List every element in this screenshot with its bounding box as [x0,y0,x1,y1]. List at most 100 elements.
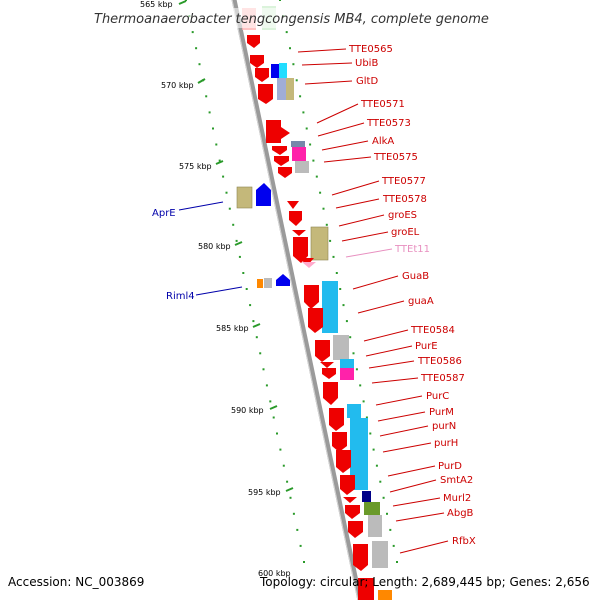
gene-purH[interactable] [336,450,351,473]
gene-label[interactable]: PurD [438,461,462,472]
gene-label[interactable]: Murl2 [443,493,471,504]
gene-purH-cyan[interactable] [350,418,368,490]
scale-dot [299,544,302,547]
gene-riml4[interactable] [276,274,290,286]
gene-label[interactable]: purH [434,438,458,449]
gene-gltD-cyan[interactable] [279,63,287,78]
leader-line [345,248,393,258]
gene-purC[interactable] [323,382,338,405]
kbp-label-595: 595 kbp [248,488,281,497]
gene-groEL[interactable] [293,237,308,263]
gene-label[interactable]: SmtA2 [440,475,473,486]
gene-tte0586[interactable] [322,368,336,379]
gene-alkA-gray[interactable] [295,161,309,173]
gene-groES[interactable] [292,230,306,236]
gene-ubiB-b[interactable] [255,68,269,82]
gene-label[interactable]: AlkA [372,136,394,147]
gene-label[interactable]: GltD [356,76,378,87]
scale-dot [302,111,305,114]
gene-label[interactable]: groES [388,210,417,221]
gene-label[interactable]: TTE0578 [382,194,427,205]
gene-smtA2-red[interactable] [343,497,357,503]
gene-purE[interactable] [320,362,334,368]
leader-line [341,231,389,242]
gene-label[interactable]: PurE [415,341,438,352]
gene-tte0565[interactable] [247,35,260,48]
gene-label[interactable]: TTE0584 [410,325,455,336]
gene-tte0573-a[interactable] [272,146,287,155]
leader-line [375,395,423,406]
gene-label[interactable]: PurM [429,407,454,418]
gene-murl2[interactable] [364,502,380,515]
gene-gltD-blue[interactable] [271,64,279,78]
gene-label[interactable]: PurC [426,391,449,402]
gene-tte0577[interactable] [287,201,299,209]
gene-guaA[interactable] [308,308,323,333]
gene-aprE[interactable] [256,183,271,206]
gene-purD[interactable] [340,475,355,495]
gene-tte0575[interactable] [278,167,292,178]
leader-line [387,465,436,477]
gene-rfbX-gray[interactable] [372,541,388,568]
gene-label[interactable]: TTE0575 [373,152,418,163]
gene-label[interactable]: TTE0586 [417,356,462,367]
gene-label[interactable]: UbiB [355,58,378,69]
gene-riml4-b[interactable] [264,278,272,288]
gene-abgB[interactable] [348,521,363,538]
gene-purN[interactable] [332,432,347,452]
gene-tte0571[interactable] [266,120,290,143]
gene-label[interactable]: purN [432,421,456,432]
gene-ttet11[interactable] [302,262,316,268]
gene-riml4-a[interactable] [257,279,263,288]
gene-label[interactable]: TTE0577 [381,176,426,187]
gene-label[interactable]: TTE0571 [360,99,405,110]
gene-murl2-red[interactable] [345,505,360,519]
gene-tte0584[interactable] [315,340,330,362]
leader-line [321,140,369,151]
leader-line [389,479,437,493]
gene-alkA-a[interactable] [291,141,305,147]
gene-tte0578[interactable] [289,211,302,226]
gene-label[interactable]: TTE0565 [348,44,393,55]
gene-rfbX[interactable] [353,544,368,571]
scale-dot [382,496,385,499]
scale-dot [315,175,318,178]
gene-label[interactable]: groEL [391,227,420,238]
gene-smtA2[interactable] [362,491,371,502]
gene-guaB-cyan[interactable] [322,281,338,333]
gene-label[interactable]: guaA [408,296,434,307]
gene-ubiB-a[interactable] [250,55,264,68]
gene-purM[interactable] [329,408,344,431]
gene-abgB-gray[interactable] [368,515,382,537]
scale-dot [212,127,214,130]
scale-dot [232,223,235,226]
kbp-label-585: 585 kbp [216,324,249,333]
scale-dot [365,416,368,419]
gene-bottom-orange[interactable] [378,590,392,600]
gene-guaB[interactable] [304,285,319,309]
gene-label[interactable]: TTEt11 [394,244,430,255]
gene-bottom-red[interactable] [358,578,374,600]
gene-purM-cyan-a[interactable] [347,404,361,418]
gene-tte0584-gray[interactable] [333,335,349,360]
gene-gltD[interactable] [258,84,273,104]
leader-line [392,497,441,507]
gene-label[interactable]: Riml4 [166,291,195,302]
gene-label[interactable]: AprE [152,208,176,219]
gene-tte0587[interactable] [340,368,354,380]
gene-label[interactable]: GuaB [402,271,429,282]
gene-label[interactable]: TTE0587 [420,373,465,384]
gene-label[interactable]: AbgB [447,508,474,519]
scale-dot [242,272,245,274]
gene-tte0573-b[interactable] [274,156,289,166]
gene-tte0586-cyan[interactable] [340,359,354,369]
kbp-tick [178,0,187,5]
gene-gltD-gray[interactable] [277,78,287,100]
gene-label[interactable]: RfbX [452,536,476,547]
gene-label[interactable]: TTE0573 [366,118,411,129]
gene-groEL-olive[interactable] [310,226,329,261]
gene-gltD-olive[interactable] [286,78,294,100]
gene-aprE-neighbor[interactable] [236,186,253,209]
gene-alkA[interactable] [292,147,306,161]
